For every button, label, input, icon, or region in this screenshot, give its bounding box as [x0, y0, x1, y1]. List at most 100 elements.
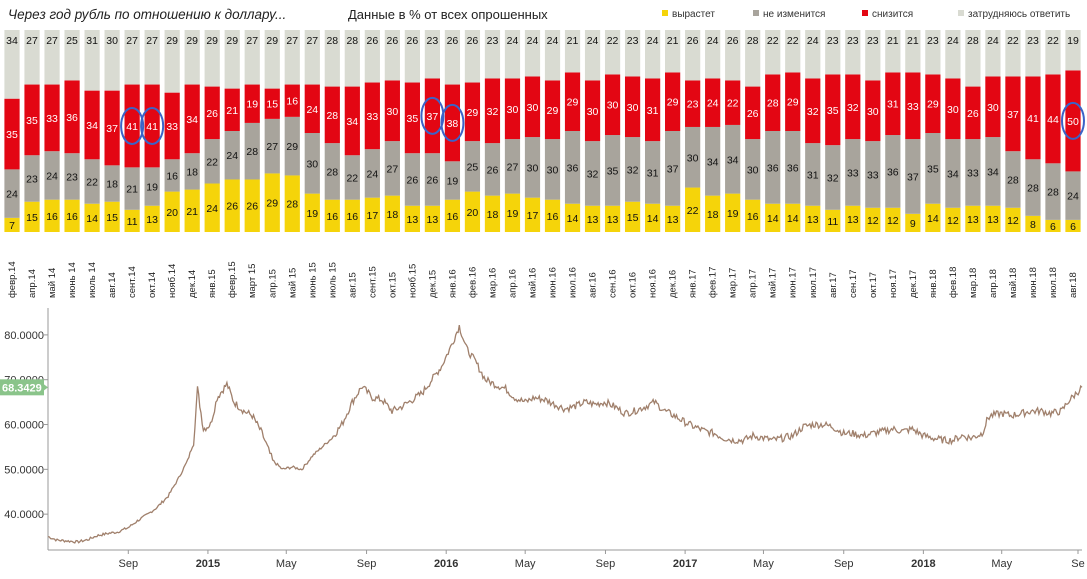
bar-value-label: 32 — [827, 172, 839, 184]
rate-line — [47, 324, 1083, 544]
x-tick-label: сен.17 — [848, 270, 859, 299]
legend-label: вырастет — [672, 9, 715, 20]
bar-segment — [424, 30, 441, 79]
x-tick-label: сен.16 — [608, 270, 619, 299]
y-tick-label: 80.0000 — [4, 330, 44, 342]
bar-segment — [4, 30, 20, 99]
bar-value-label: 22 — [727, 98, 739, 110]
x-tick-label: май.18 — [1008, 268, 1019, 298]
x-tick-label: апр.14 — [27, 269, 38, 298]
bar-value-label: 29 — [467, 107, 479, 119]
bar-segment — [805, 78, 821, 144]
bar-segment — [264, 118, 280, 174]
bar-segment — [464, 30, 481, 83]
bar-segment — [1045, 219, 1061, 232]
bar-segment — [1045, 163, 1061, 220]
bar-segment — [765, 30, 781, 75]
bar-value-label: 32 — [587, 168, 599, 180]
bar-value-label: 22 — [687, 205, 699, 217]
bar-segment — [644, 141, 661, 204]
bar-value-label: 37 — [667, 163, 679, 175]
bar-segment — [1065, 70, 1081, 172]
bar-segment — [905, 72, 921, 140]
x-tick-label: апр.17 — [748, 269, 759, 298]
bar-value-label: 13 — [587, 214, 599, 226]
bar-segment — [404, 30, 420, 83]
bar-value-label: 26 — [427, 174, 439, 186]
bar-segment — [705, 195, 721, 232]
bar-segment — [524, 197, 541, 232]
bar-value-label: 29 — [547, 105, 559, 117]
bar-value-label: 34 — [727, 154, 739, 166]
x-tick-label: окт.16 — [628, 272, 639, 298]
x-tick-label: авг.17 — [828, 272, 839, 298]
bar-value-label: 25 — [66, 35, 78, 47]
bar-value-label: 13 — [607, 214, 619, 226]
x-tick-label: июн.17 — [788, 267, 799, 298]
bar-value-label: 14 — [767, 213, 779, 225]
bar-value-label: 26 — [366, 35, 378, 47]
bar-segment — [644, 78, 661, 142]
bar-value-label: 29 — [266, 198, 278, 210]
x-tick-label: июл.16 — [568, 267, 579, 298]
x-tick-label: февр.15 — [227, 261, 238, 298]
x-tick-label: янв.17 — [688, 269, 699, 298]
bar-segment — [1065, 30, 1081, 71]
bar-segment — [885, 207, 901, 232]
x-tick-label: февр.14 — [7, 261, 18, 298]
bar-value-label: 16 — [166, 170, 178, 182]
bar-value-label: 23 — [827, 35, 839, 47]
bar-segment — [324, 30, 340, 87]
bar-segment — [925, 203, 941, 232]
bar-value-label: 35 — [407, 113, 419, 125]
bar-segment — [284, 175, 300, 232]
x-tick-label: май 14 — [47, 268, 58, 298]
bar-value-label: 27 — [387, 163, 399, 175]
bar-segment — [144, 30, 160, 85]
bar-segment — [665, 131, 681, 206]
bar-segment — [44, 151, 60, 200]
bar-value-label: 12 — [867, 215, 879, 227]
bar-value-label: 36 — [567, 162, 579, 174]
bar-segment — [665, 30, 681, 73]
bar-segment — [304, 30, 320, 85]
bar-value-label: 13 — [807, 214, 819, 226]
chart-title: Через год рубль по отношению к доллару..… — [8, 7, 286, 22]
bar-value-label: 26 — [246, 201, 258, 213]
bar-value-label: 33 — [366, 111, 378, 123]
bar-segment — [124, 209, 140, 232]
bar-value-label: 17 — [527, 210, 539, 222]
x-tick-label: дек.17 — [908, 270, 919, 298]
bar-segment — [725, 124, 741, 194]
bar-value-label: 23 — [847, 35, 859, 47]
x-tick-label: 2017 — [673, 558, 697, 570]
bar-segment — [765, 131, 781, 204]
x-tick-label: янв.16 — [447, 269, 458, 298]
x-axis-ticks: Sep 2015 May Sep 2016 May Sep 2017 May Sep 2018 May… — [48, 549, 1085, 570]
bar-value-label: 30 — [867, 106, 879, 118]
bar-value-label: 30 — [587, 106, 599, 118]
bar-value-label: 12 — [947, 215, 959, 227]
bar-value-label: 14 — [567, 213, 579, 225]
bar-segment — [905, 30, 921, 73]
bar-segment — [825, 74, 841, 146]
bar-segment — [725, 30, 741, 81]
bar-segment — [224, 131, 240, 180]
bar-segment — [765, 203, 781, 232]
bar-value-label: 26 — [447, 35, 459, 47]
bar-segment — [144, 205, 160, 232]
x-tick-label: окт.14 — [147, 272, 158, 298]
x-tick-label: Sep — [357, 558, 377, 570]
bar-value-label: 28 — [767, 98, 779, 110]
bar-value-label: 27 — [146, 35, 158, 47]
bar-value-label: 18 — [707, 209, 719, 221]
bar-value-label: 14 — [927, 213, 939, 225]
bar-value-label: 19 — [447, 175, 459, 187]
bar-segment — [404, 82, 420, 154]
bar-segment — [1065, 171, 1081, 220]
bar-segment — [584, 80, 601, 142]
bar-value-label: 28 — [326, 166, 338, 178]
bar-segment — [144, 84, 160, 168]
bar-value-label: 24 — [1067, 191, 1079, 203]
